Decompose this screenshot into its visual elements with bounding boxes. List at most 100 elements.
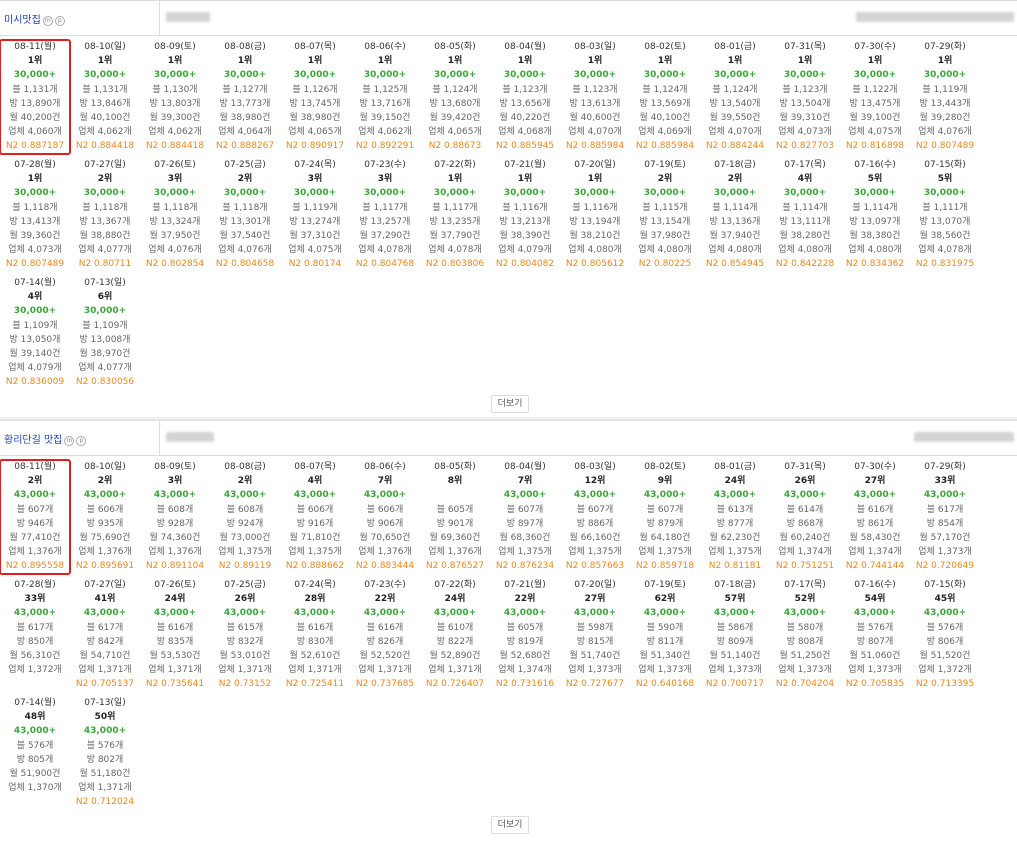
card-blog-count: 블 607개 <box>646 504 684 515</box>
card-business-count: 업체 1,375개 <box>218 547 272 558</box>
card-rank: 26위 <box>794 476 816 487</box>
card-room-count: 방 13,194개 <box>569 216 621 227</box>
section-separator <box>0 417 1017 420</box>
card-n2-score: N2 0.803806 <box>425 259 485 270</box>
card-business-count: 업체 4,064개 <box>218 127 272 138</box>
card-rank: 22위 <box>374 594 396 605</box>
card-search-volume: 43,000+ <box>853 490 897 501</box>
card-business-count: 업체 4,080개 <box>708 245 762 256</box>
rank-card: 07-19(토) 62위 43,000+ 블 590개 방 811개 월 51,340건 업… <box>630 578 700 692</box>
card-search-volume: 30,000+ <box>643 188 687 199</box>
card-blog-count: 블 576개 <box>926 622 964 633</box>
rank-card: 07-22(화) 24위 43,000+ 블 610개 방 822개 월 52,890건 업… <box>420 578 490 692</box>
card-date: 07-29(화) <box>924 42 966 52</box>
more-button[interactable]: 더보기 <box>491 816 529 834</box>
card-date: 07-30(수) <box>854 42 896 52</box>
card-rank: 1위 <box>517 174 533 185</box>
card-n2-score: N2 0.704204 <box>775 679 835 690</box>
keyword-label[interactable]: 황리단길 맛집 m p <box>4 431 87 446</box>
card-search-volume: 43,000+ <box>713 608 757 619</box>
card-blog-count: 블 1,124개 <box>432 84 478 95</box>
card-business-count: 업체 1,373개 <box>568 665 622 676</box>
card-search-volume: 30,000+ <box>853 188 897 199</box>
blurred-place-name <box>166 432 214 442</box>
more-button[interactable]: 더보기 <box>491 395 529 413</box>
card-blog-count: 블 586개 <box>716 622 754 633</box>
card-search-volume: 30,000+ <box>573 188 617 199</box>
rank-card: 08-05(화) 1위 30,000+ 블 1,124개 방 13,680개 월 39,4… <box>420 40 490 154</box>
card-search-volume: 30,000+ <box>153 188 197 199</box>
card-search-volume: 30,000+ <box>643 70 687 81</box>
card-room-count: 방 13,890개 <box>9 98 61 109</box>
card-business-count: 업체 4,080개 <box>778 245 832 256</box>
card-n2-score: N2 0.744144 <box>845 561 905 572</box>
card-business-count: 업체 4,079개 <box>498 245 552 256</box>
card-monthly-count: 월 77,410건 <box>9 532 61 543</box>
card-n2-score: N2 0.892291 <box>355 141 415 152</box>
card-date: 07-14(월) <box>14 698 56 708</box>
card-room-count: 방 819개 <box>506 636 544 647</box>
rank-card: 07-26(토) 24위 43,000+ 블 616개 방 835개 월 53,530건 업… <box>140 578 210 692</box>
card-blog-count: 블 1,123개 <box>502 84 548 95</box>
card-date: 07-24(목) <box>294 580 336 590</box>
card-n2-score: N2 0.89119 <box>218 561 272 572</box>
card-date: 07-30(수) <box>854 462 896 472</box>
card-n2-score: N2 0.895691 <box>75 561 135 572</box>
card-rank: 1위 <box>307 56 323 67</box>
card-n2-score: N2 0.827703 <box>775 141 835 152</box>
card-date: 08-06(수) <box>364 462 406 472</box>
card-date: 07-15(화) <box>924 580 966 590</box>
keyword-text[interactable]: 미시맛집 <box>4 15 41 26</box>
card-room-count: 방 13,716개 <box>359 98 411 109</box>
card-date: 08-01(금) <box>714 42 756 52</box>
card-business-count: 업체 4,078개 <box>918 245 972 256</box>
card-business-count: 업체 1,375개 <box>638 547 692 558</box>
card-monthly-count: 월 73,000건 <box>219 532 271 543</box>
card-rank: 3위 <box>167 174 183 185</box>
card-blog-count: 블 1,117개 <box>432 202 478 213</box>
card-monthly-count: 월 68,360건 <box>499 532 551 543</box>
card-date: 07-14(월) <box>14 278 56 288</box>
card-rank: 2위 <box>97 476 113 487</box>
card-monthly-count: 월 40,200건 <box>9 112 61 123</box>
card-date: 08-02(토) <box>644 462 686 472</box>
card-room-count: 방 13,367개 <box>79 216 131 227</box>
card-room-count: 방 928개 <box>156 518 194 529</box>
card-room-count: 방 13,569개 <box>639 98 691 109</box>
card-monthly-count: 월 38,980건 <box>289 112 341 123</box>
card-search-volume: 30,000+ <box>713 70 757 81</box>
card-business-count: 업체 4,078개 <box>358 245 412 256</box>
card-monthly-count: 월 62,230건 <box>709 532 761 543</box>
card-search-volume: 43,000+ <box>643 608 687 619</box>
card-blog-count: 블 1,117개 <box>362 202 408 213</box>
rank-card: 07-27(일) 41위 43,000+ 블 617개 방 842개 월 54,710건 업… <box>70 578 140 692</box>
card-n2-score: N2 0.731616 <box>495 679 555 690</box>
card-business-count: 업체 4,070개 <box>708 127 762 138</box>
card-date: 08-03(일) <box>574 42 616 52</box>
card-search-volume: 30,000+ <box>363 188 407 199</box>
card-blog-count: 블 1,116개 <box>572 202 618 213</box>
card-search-volume: 43,000+ <box>13 608 57 619</box>
card-n2-score: N2 0.751251 <box>775 561 835 572</box>
card-business-count: 업체 4,068개 <box>498 127 552 138</box>
card-monthly-count: 월 51,520건 <box>919 650 971 661</box>
card-n2-score: N2 0.807489 <box>915 141 975 152</box>
keyword-label[interactable]: 미시맛집 m p <box>4 11 65 26</box>
keyword-text[interactable]: 황리단길 맛집 <box>4 435 63 446</box>
card-rank: 1위 <box>97 56 113 67</box>
card-room-count: 방 13,413개 <box>9 216 61 227</box>
card-monthly-count: 월 39,280건 <box>919 112 971 123</box>
card-rank: 62위 <box>654 594 676 605</box>
card-business-count: 업체 1,373개 <box>848 665 902 676</box>
card-monthly-count: 월 54,710건 <box>79 650 131 661</box>
card-monthly-count: 월 40,600건 <box>569 112 621 123</box>
card-search-volume: 30,000+ <box>713 188 757 199</box>
card-business-count: 업체 4,070개 <box>568 127 622 138</box>
card-blog-count: 블 1,125개 <box>362 84 408 95</box>
card-room-count: 방 13,257개 <box>359 216 411 227</box>
card-monthly-count: 월 51,250건 <box>779 650 831 661</box>
card-room-count: 방 13,301개 <box>219 216 271 227</box>
card-date: 07-16(수) <box>854 580 896 590</box>
card-business-count: 업체 1,375개 <box>708 547 762 558</box>
card-rank: 1위 <box>167 56 183 67</box>
